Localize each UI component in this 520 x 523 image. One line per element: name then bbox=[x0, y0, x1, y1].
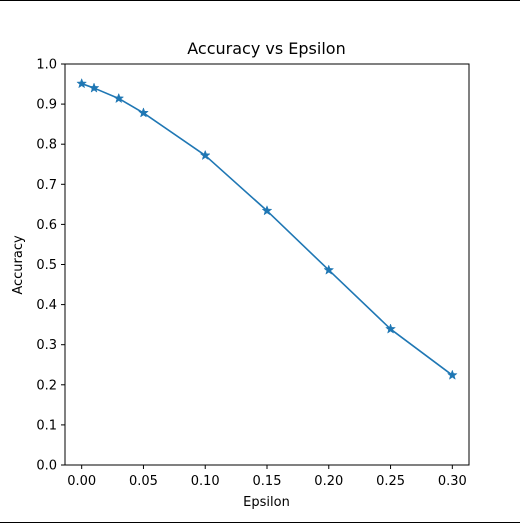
x-tick-label: 0.20 bbox=[314, 474, 343, 489]
data-point-marker bbox=[261, 205, 273, 216]
y-tick-label: 0.4 bbox=[36, 298, 57, 313]
series-line bbox=[81, 82, 453, 376]
data-point-marker bbox=[446, 369, 458, 380]
y-axis-label: Accuracy bbox=[11, 235, 26, 295]
data-point-marker bbox=[88, 82, 100, 93]
data-point-marker bbox=[323, 264, 335, 275]
y-tick-label: 0.1 bbox=[36, 418, 57, 433]
y-tick-label: 0.2 bbox=[36, 378, 57, 393]
y-tick-label: 0.6 bbox=[36, 218, 57, 233]
y-tick-label: 0.5 bbox=[36, 258, 57, 273]
y-tick-label: 0.3 bbox=[36, 338, 57, 353]
x-tick-label: 0.05 bbox=[129, 474, 158, 489]
data-point-marker bbox=[76, 77, 88, 89]
plot-frame bbox=[64, 63, 470, 466]
y-tick-label: 0.8 bbox=[36, 138, 57, 153]
x-tick-label: 0.25 bbox=[376, 474, 405, 489]
chart-title: Accuracy vs Epsilon bbox=[187, 39, 345, 58]
x-axis-label: Epsilon bbox=[243, 495, 290, 510]
data-point-marker bbox=[138, 107, 149, 118]
data-point-marker bbox=[199, 149, 211, 161]
x-tick-label: 0.10 bbox=[191, 474, 220, 489]
x-tick-label: 0.15 bbox=[253, 474, 282, 489]
y-tick-label: 0.7 bbox=[36, 178, 57, 193]
y-tick-label: 0.0 bbox=[36, 459, 57, 474]
y-tick-label: 0.9 bbox=[36, 98, 57, 113]
data-point-marker bbox=[385, 323, 396, 334]
x-tick-label: 0.30 bbox=[438, 474, 467, 489]
y-tick-label: 1.0 bbox=[36, 58, 57, 73]
x-tick-label: 0.00 bbox=[67, 474, 96, 489]
data-point-marker bbox=[113, 92, 125, 104]
plot-area: 0.00 0.05 0.10 0.15 0.20 0.25 0.30 0.0 0.1 0.2 0.3… bbox=[36, 58, 470, 489]
